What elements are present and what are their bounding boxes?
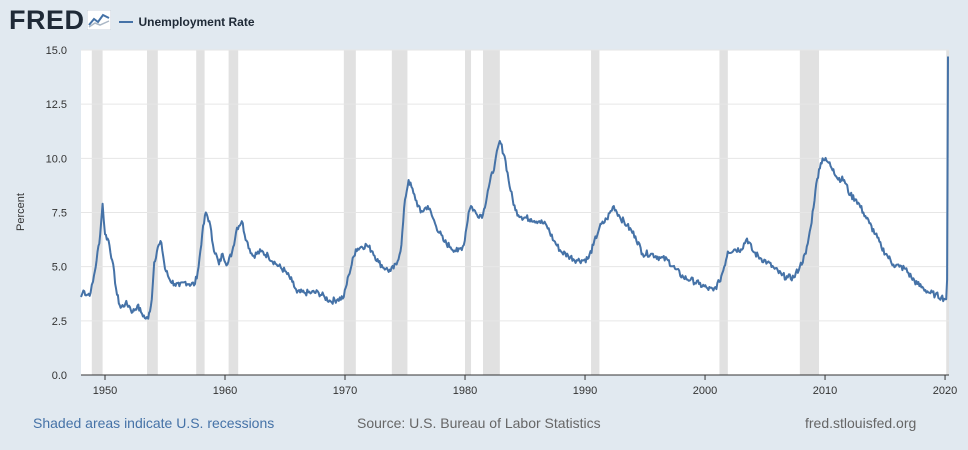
grid-lines <box>81 49 949 322</box>
legend-label: Unemployment Rate <box>138 14 255 29</box>
x-tick-label: 2010 <box>813 385 837 397</box>
x-tick-label: 2020 <box>933 385 957 397</box>
y-tick-labels: 0.0 2.5 5.0 7.5 10.0 12.5 15.0 <box>46 45 67 382</box>
chart: 0.0 2.5 5.0 7.5 10.0 12.5 15.0 1950 1960 1970 198… <box>15 45 957 397</box>
x-tick-label: 2000 <box>693 385 717 397</box>
header: FRED Unemployment Rate <box>9 4 255 36</box>
x-tick-label: 1950 <box>93 385 117 397</box>
fred-logo[interactable]: FRED <box>9 5 111 36</box>
site-link[interactable]: fred.stlouisfed.org <box>805 415 917 431</box>
legend-swatch <box>118 20 133 23</box>
legend[interactable]: Unemployment Rate <box>118 14 255 29</box>
y-tick-label: 12.5 <box>46 99 67 111</box>
x-tick-label: 1960 <box>213 385 237 397</box>
x-tick-label: 1970 <box>333 385 357 397</box>
x-tick-label: 1980 <box>453 385 477 397</box>
series-line-unemployment-rate[interactable] <box>80 56 949 320</box>
y-tick-label: 7.5 <box>52 208 67 220</box>
logo-text: FRED <box>9 4 85 35</box>
source-note: Source: U.S. Bureau of Labor Statistics <box>357 415 601 431</box>
y-axis-label: Percent <box>15 193 27 231</box>
y-tick-label: 0.0 <box>52 370 67 382</box>
x-tick-label: 1990 <box>573 385 597 397</box>
y-tick-label: 10.0 <box>46 153 67 165</box>
recessions-note: Shaded areas indicate U.S. recessions <box>33 415 275 431</box>
y-tick-label: 2.5 <box>52 316 67 328</box>
y-tick-label: 5.0 <box>52 262 67 274</box>
chart-logo-icon <box>86 10 111 30</box>
y-tick-label: 15.0 <box>46 45 67 57</box>
x-tick-labels: 1950 1960 1970 1980 1990 2000 2010 2020 <box>93 375 957 397</box>
